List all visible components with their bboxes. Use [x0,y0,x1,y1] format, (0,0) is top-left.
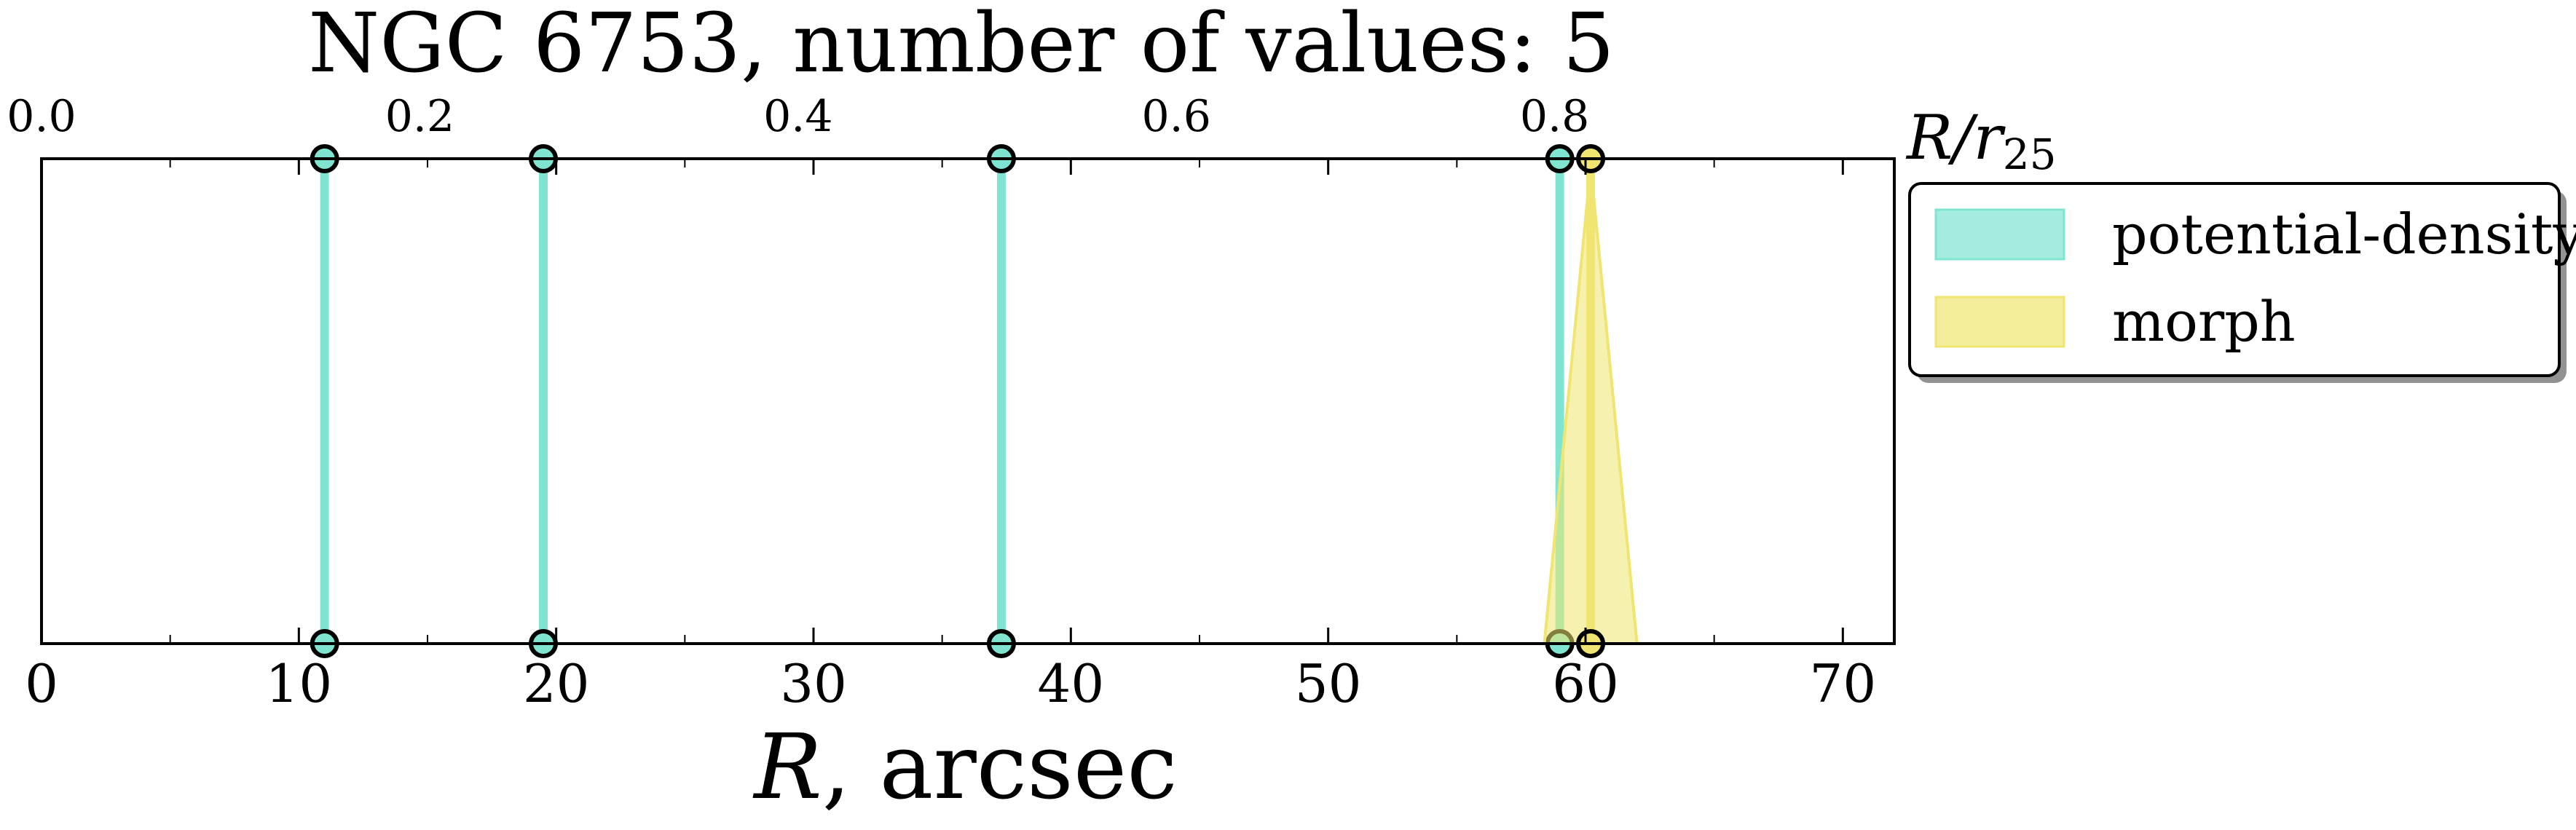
x-tick-label: 70 [1810,653,1877,714]
legend-swatch [1934,296,2065,348]
x-tick-label: 40 [1038,653,1105,714]
series-layer [310,144,1639,658]
top-tick-label: 0.2 [385,91,454,142]
top-tick-label: 0.0 [7,91,76,142]
legend-label: morph [2112,289,2296,354]
top-axis-label-main: R/r [1905,102,2006,173]
plot-frame [40,157,1896,645]
top-axis-label-sub: 25 [2003,130,2057,179]
legend-label: potential-density [2112,202,2576,266]
legend: potential-density morph [1908,182,2576,383]
x-tick-label: 30 [780,653,847,714]
x-tick-label: 20 [523,653,590,714]
x-axis-label: R, arcsec [752,715,1177,820]
x-axis-label-unit: , arcsec [822,715,1178,820]
x-axis-label-var: R [752,715,822,820]
chart-title: NGC 6753, number of values: 5 [308,0,1614,91]
top-tick-label: 0.8 [1520,91,1589,142]
top-axis-label: R/r25 [1905,102,2057,179]
top-axis: 0.0 0.2 0.4 0.6 0.8 [7,91,1589,142]
legend-entries: potential-density morph [1934,202,2576,354]
top-tick-label: 0.4 [763,91,832,142]
legend-swatch [1934,208,2065,261]
x-tick-label: 60 [1552,653,1619,714]
x-axis: 0 10 20 30 40 50 60 70 [25,159,1876,714]
top-tick-label: 0.6 [1141,91,1210,142]
x-tick-label: 0 [25,653,58,714]
legend-box [1908,182,2561,377]
x-tick-label: 50 [1295,653,1362,714]
x-tick-label: 10 [266,653,333,714]
